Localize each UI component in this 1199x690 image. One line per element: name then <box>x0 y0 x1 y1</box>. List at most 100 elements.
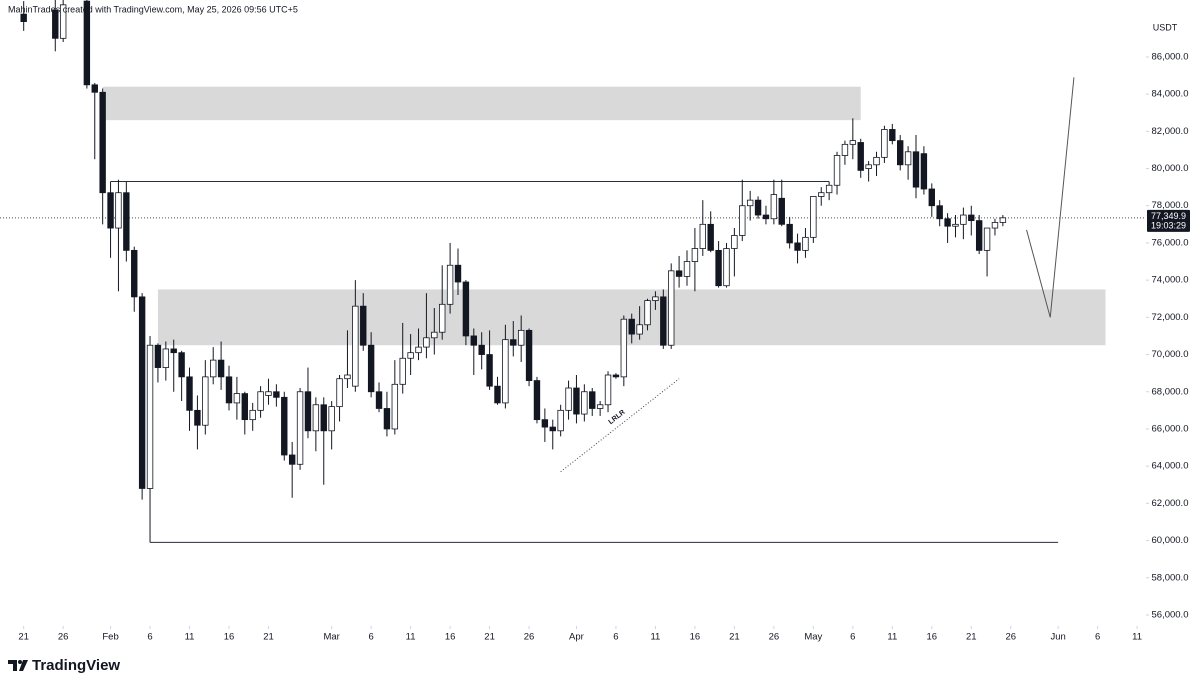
candle-body <box>304 391 312 432</box>
x-tick-label: 26 <box>58 632 69 643</box>
candle-body <box>178 352 185 378</box>
x-tick-label: 6 <box>147 632 152 643</box>
candle-body <box>968 214 975 222</box>
attribution: MahinTrades created with TradingView.com… <box>8 4 298 14</box>
candle-body <box>833 155 841 186</box>
candle-body <box>731 235 738 249</box>
candle-body <box>470 335 477 346</box>
x-tick-label: 11 <box>1132 632 1142 643</box>
candle-body <box>596 404 604 409</box>
candle-body <box>628 318 635 335</box>
candle-body <box>210 359 217 378</box>
y-tick-label: 86,000.0 <box>1152 51 1189 62</box>
candle-body <box>138 296 146 489</box>
x-tick-label: 11 <box>650 632 660 643</box>
candle-body <box>707 223 714 251</box>
candle-body <box>502 339 509 404</box>
candle-body <box>936 205 943 220</box>
candle-body <box>952 223 959 227</box>
candle-body <box>983 227 991 251</box>
candle-body <box>723 248 730 287</box>
x-tick-label: 11 <box>185 632 195 643</box>
candle-body <box>352 305 359 387</box>
candle-body <box>589 391 596 409</box>
candle-body <box>202 376 209 426</box>
candle-body <box>367 344 375 393</box>
y-tick-label: 84,000.0 <box>1152 89 1189 100</box>
candle-body <box>612 374 620 378</box>
candle-body <box>549 426 556 432</box>
projection-path <box>1026 77 1075 318</box>
candle-body <box>928 188 935 207</box>
x-tick-label: Apr <box>569 632 584 643</box>
candle-body <box>83 0 91 86</box>
candle-body <box>431 331 438 339</box>
candle-body <box>920 153 928 190</box>
logo-mark <box>8 660 17 671</box>
candle-body <box>620 318 628 378</box>
candle-body <box>786 223 793 244</box>
x-tick-label: 21 <box>966 632 977 643</box>
candle-body <box>841 143 849 156</box>
x-tick-label: Mar <box>323 632 339 643</box>
candle-body <box>99 91 106 194</box>
candle-body <box>636 324 643 335</box>
candle-body <box>344 374 351 380</box>
candle-body <box>462 281 470 337</box>
candle-body <box>115 192 122 229</box>
candle-body <box>715 249 722 287</box>
candle-body <box>146 344 154 489</box>
candle-body <box>186 376 193 411</box>
y-tick-label: 66,000.0 <box>1152 423 1189 434</box>
candle-body <box>660 296 667 346</box>
x-tick-label: Feb <box>102 632 118 643</box>
plot-area: LRLR <box>0 0 1145 543</box>
x-tick-label: 26 <box>769 632 780 643</box>
candle-body <box>296 391 304 465</box>
last-price-label: 77,349.9 <box>1151 211 1186 221</box>
candle-body <box>59 4 67 39</box>
candle-body <box>754 199 762 216</box>
x-tick-label: 6 <box>1095 632 1100 643</box>
candle-body <box>581 391 588 415</box>
candle-body <box>691 248 699 262</box>
logo-dot <box>18 660 22 664</box>
last-price-tag <box>1147 209 1190 232</box>
candle-body <box>241 393 248 421</box>
candle-body <box>818 192 825 197</box>
x-tick-label: 21 <box>18 632 29 643</box>
candle-body <box>249 409 256 421</box>
x-tick-label: 16 <box>445 632 456 643</box>
y-tick-label: 58,000.0 <box>1152 572 1189 583</box>
y-tick-label: 56,000.0 <box>1152 609 1189 620</box>
x-tick-label: 6 <box>368 632 373 643</box>
candle-body <box>131 249 138 298</box>
candle-body <box>162 348 170 368</box>
candle-body <box>517 329 525 346</box>
candle-body <box>107 192 114 229</box>
y-tick-label: 72,000.0 <box>1152 312 1189 323</box>
candle-body <box>778 197 785 225</box>
candle-body <box>873 156 880 166</box>
candle-body <box>439 303 446 333</box>
candle-body <box>897 140 904 166</box>
zone <box>102 86 861 121</box>
x-tick-label: 21 <box>263 632 274 643</box>
candle-body <box>265 391 272 396</box>
y-tick-label: 78,000.0 <box>1152 200 1189 211</box>
x-tick-label: 26 <box>524 632 535 643</box>
candle-body <box>288 454 296 465</box>
candle-body <box>865 164 872 169</box>
candle-body <box>407 352 414 359</box>
candle-body <box>391 383 399 430</box>
x-tick-label: May <box>804 632 822 643</box>
x-tick-label: 6 <box>850 632 855 643</box>
candle-body <box>857 142 864 171</box>
candle-body <box>360 305 367 346</box>
y-tick-label: 74,000.0 <box>1152 275 1189 286</box>
candle-body <box>991 222 999 229</box>
candle-body <box>399 357 406 385</box>
axes: 56,000.0 58,000.0 60,000.0 62,000.0 64,000.0… <box>18 51 1190 643</box>
candle-body <box>510 339 517 346</box>
